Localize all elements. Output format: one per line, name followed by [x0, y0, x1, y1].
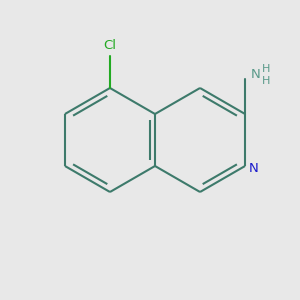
Text: H: H — [262, 76, 270, 86]
Text: N: N — [251, 68, 261, 80]
Text: H: H — [262, 64, 270, 74]
Text: Cl: Cl — [103, 39, 116, 52]
Text: N: N — [249, 161, 259, 175]
